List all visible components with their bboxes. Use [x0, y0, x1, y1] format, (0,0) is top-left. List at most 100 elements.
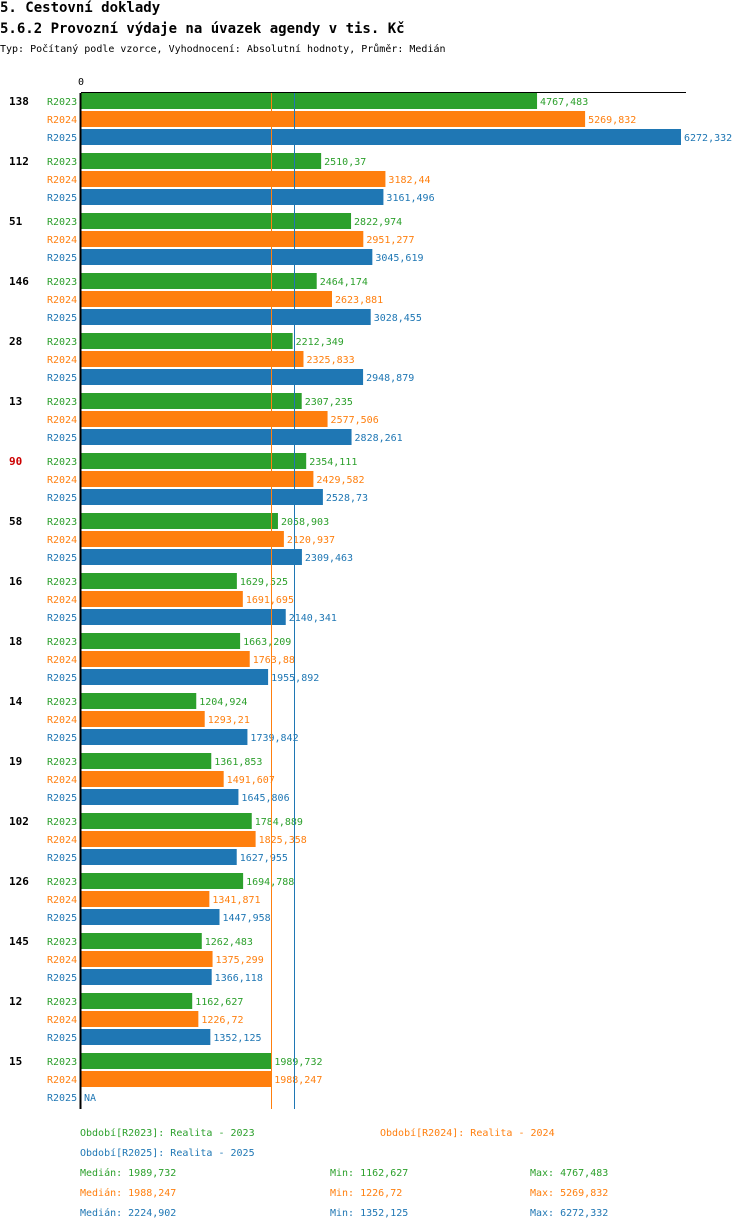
- bar: [81, 189, 383, 205]
- series-label: R2024: [47, 355, 77, 366]
- series-label: R2023: [47, 937, 77, 948]
- series-label: R2025: [47, 673, 77, 684]
- group-label: 16: [9, 575, 23, 588]
- bar: [81, 669, 268, 685]
- legend-period-r2023: Období[R2023]: Realita - 2023: [80, 1128, 255, 1139]
- series-label: R2023: [47, 757, 77, 768]
- legend-min-r2025: Min: 1352,125: [330, 1208, 408, 1219]
- bar: [81, 393, 302, 409]
- series-label: R2024: [47, 475, 77, 486]
- bar: [81, 429, 352, 445]
- series-label: R2023: [47, 997, 77, 1008]
- series-label: R2025: [47, 433, 77, 444]
- series-label: R2024: [47, 415, 77, 426]
- bar: [81, 909, 220, 925]
- bar: [81, 849, 237, 865]
- bar: [81, 489, 323, 505]
- series-label: R2025: [47, 313, 77, 324]
- bar: [81, 609, 286, 625]
- series-label: R2023: [47, 277, 77, 288]
- bar: [81, 513, 278, 529]
- data-label: 2464,174: [320, 277, 368, 288]
- data-label: 1763,88: [253, 655, 295, 666]
- data-label: 2307,235: [305, 397, 353, 408]
- series-label: R2025: [47, 1033, 77, 1044]
- bar: [81, 273, 317, 289]
- data-label: 3161,496: [386, 193, 434, 204]
- series-label: R2023: [47, 1057, 77, 1068]
- group-label: 13: [9, 395, 22, 408]
- data-label: NA: [84, 1093, 96, 1104]
- data-label: 1341,871: [212, 895, 260, 906]
- bar: [81, 969, 212, 985]
- data-label: 2623,881: [335, 295, 383, 306]
- bar: [81, 171, 385, 187]
- bar: [81, 111, 585, 127]
- bar: [81, 531, 284, 547]
- series-label: R2025: [47, 793, 77, 804]
- series-label: R2025: [47, 373, 77, 384]
- series-label: R2024: [47, 235, 77, 246]
- data-label: 1352,125: [213, 1033, 261, 1044]
- data-label: 1204,924: [199, 697, 247, 708]
- bar: [81, 891, 209, 907]
- data-label: 3182,44: [388, 175, 430, 186]
- x-tick-label: 0: [78, 77, 84, 88]
- data-label: 1293,21: [208, 715, 250, 726]
- data-label: 2140,341: [289, 613, 337, 624]
- data-label: 2429,582: [316, 475, 364, 486]
- group-label: 28: [9, 335, 22, 348]
- group-label: 15: [9, 1055, 22, 1068]
- bar: [81, 471, 313, 487]
- group-label: 19: [9, 755, 22, 768]
- series-label: R2023: [47, 517, 77, 528]
- series-label: R2025: [47, 553, 77, 564]
- data-label: 1627,955: [240, 853, 288, 864]
- bar: [81, 813, 252, 829]
- series-label: R2025: [47, 493, 77, 504]
- group-label: 51: [9, 215, 23, 228]
- group-label: 138: [9, 95, 29, 108]
- series-label: R2023: [47, 637, 77, 648]
- data-label: 4767,483: [540, 97, 588, 108]
- data-label: 1663,209: [243, 637, 291, 648]
- data-label: 2212,349: [296, 337, 344, 348]
- data-label: 1989,732: [274, 1057, 322, 1068]
- series-label: R2025: [47, 253, 77, 264]
- data-label: 2828,261: [355, 433, 403, 444]
- series-label: R2024: [47, 655, 77, 666]
- bar: [81, 231, 363, 247]
- series-label: R2024: [47, 835, 77, 846]
- series-label: R2025: [47, 1093, 77, 1104]
- data-label: 3045,619: [375, 253, 423, 264]
- data-label: 1694,788: [246, 877, 294, 888]
- data-label: 2309,463: [305, 553, 353, 564]
- data-label: 1361,853: [214, 757, 262, 768]
- series-label: R2024: [47, 1015, 77, 1026]
- legend-max-r2024: Max: 5269,832: [530, 1188, 608, 1199]
- legend-max-r2025: Max: 6272,332: [530, 1208, 608, 1219]
- series-label: R2025: [47, 133, 77, 144]
- bar: [81, 1053, 271, 1069]
- bar: [81, 933, 202, 949]
- bar: [81, 951, 213, 967]
- bar-chart: 0138 R2023 4767,483R2024 5269,832R2025 6272,…: [0, 0, 750, 1120]
- series-label: R2024: [47, 115, 77, 126]
- group-label: 18: [9, 635, 22, 648]
- group-label: 145: [9, 935, 29, 948]
- data-label: 1491,607: [227, 775, 275, 786]
- series-label: R2024: [47, 895, 77, 906]
- data-label: 3028,455: [374, 313, 422, 324]
- series-label: R2024: [47, 595, 77, 606]
- bar: [81, 333, 293, 349]
- bar: [81, 1029, 210, 1045]
- bar: [81, 1071, 271, 1087]
- series-label: R2024: [47, 535, 77, 546]
- series-label: R2023: [47, 337, 77, 348]
- group-label: 126: [9, 875, 29, 888]
- group-label: 90: [9, 455, 22, 468]
- bar: [81, 573, 237, 589]
- bar: [81, 633, 240, 649]
- legend-period-r2025: Období[R2025]: Realita - 2025: [80, 1148, 255, 1159]
- series-label: R2025: [47, 733, 77, 744]
